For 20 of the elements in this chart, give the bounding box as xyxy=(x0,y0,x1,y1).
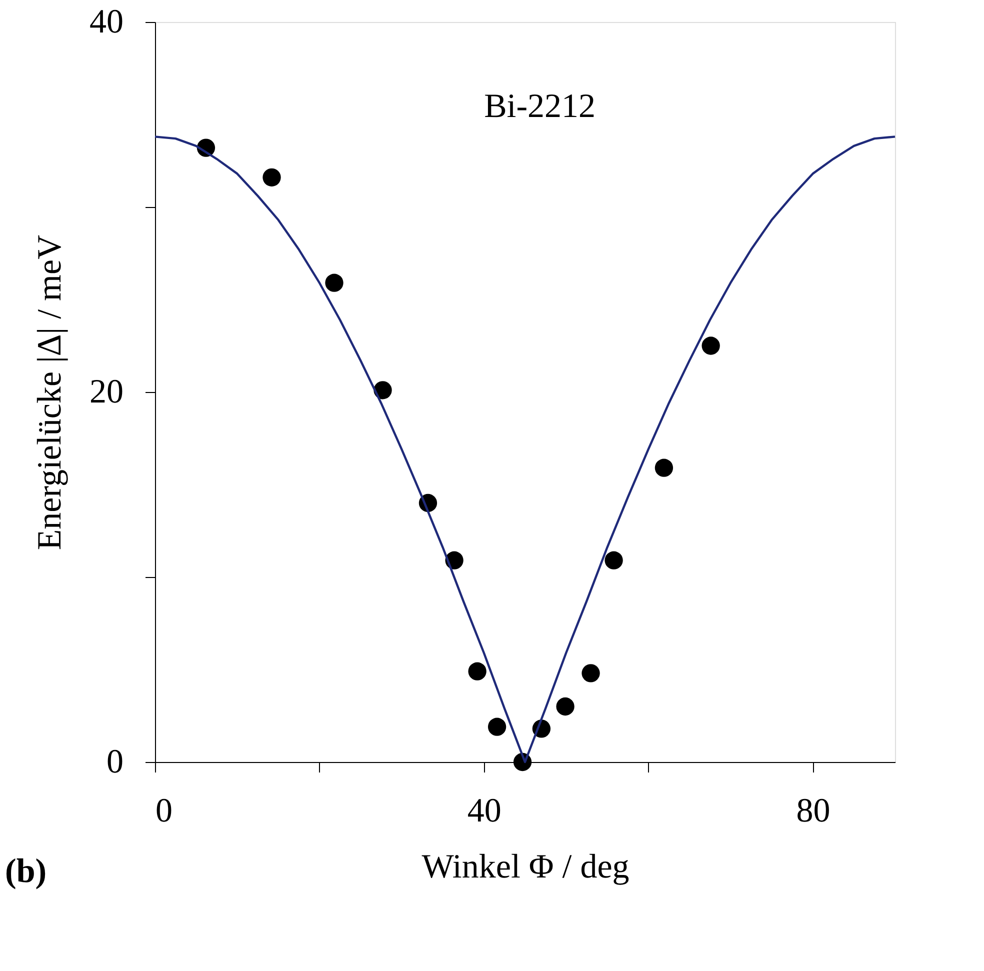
point xyxy=(262,168,281,186)
annotation: Bi-2212 xyxy=(484,88,596,126)
text: (b) xyxy=(5,853,47,890)
point xyxy=(468,662,486,680)
point xyxy=(488,718,506,736)
point xyxy=(582,664,600,682)
point xyxy=(654,458,674,477)
point xyxy=(325,274,344,292)
x-axis-title: Winkel Φ / deg xyxy=(422,848,630,886)
x-tick-label: 40 xyxy=(467,792,502,830)
y-tick-label: 0 xyxy=(106,744,124,780)
y-axis-title: Energielücke |Δ| / meV xyxy=(32,234,68,550)
x-tick-label: 80 xyxy=(796,792,830,830)
point xyxy=(556,697,574,716)
y-tick-label: 40 xyxy=(90,4,124,40)
point xyxy=(604,551,623,570)
x-tick-label: 0 xyxy=(156,792,172,830)
y-tick-label: 20 xyxy=(90,374,124,410)
point xyxy=(374,381,392,400)
point xyxy=(702,336,720,355)
